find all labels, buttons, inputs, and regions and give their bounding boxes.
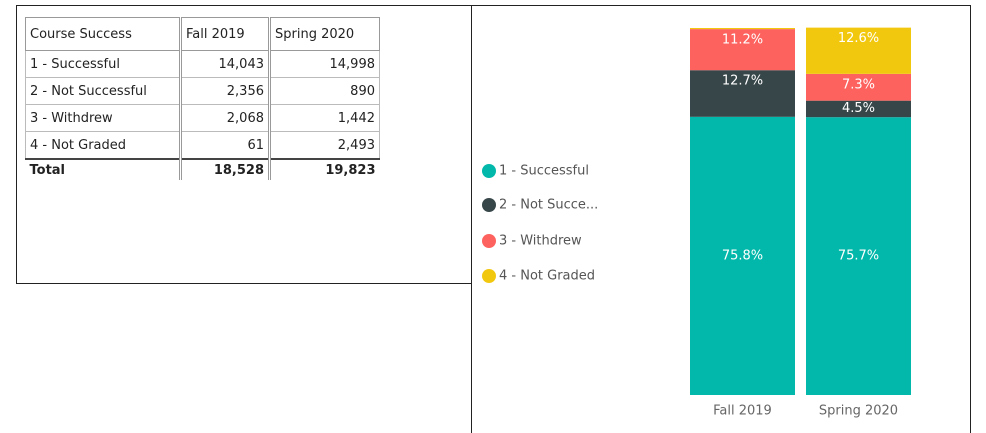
legend-label: 1 - Successful	[499, 164, 589, 179]
table-cell: Spring 2020	[268, 17, 380, 51]
table-cell: 4 - Not Graded	[25, 131, 181, 160]
data-label: 12.6%	[838, 31, 879, 46]
table-cell: 1,442	[268, 104, 380, 132]
table-row: 4 - Not Graded 61 2,493	[25, 131, 380, 160]
data-label: 75.8%	[722, 248, 763, 263]
data-label: 75.7%	[838, 249, 879, 264]
table-row: Total 18,528 19,823	[25, 158, 380, 180]
data-label: 11.2%	[722, 33, 763, 48]
table-cell: 19,823	[268, 158, 380, 180]
table-cell: 14,998	[268, 50, 380, 78]
bar-segment	[806, 27, 911, 74]
bar-segment	[690, 116, 795, 396]
legend-marker	[482, 198, 496, 212]
bar-segment	[806, 73, 911, 101]
table-row: 1 - Successful 14,043 14,998	[25, 50, 380, 78]
x-tick-label: Fall 2019	[713, 404, 772, 419]
table-cell: 3 - Withdrew	[25, 104, 181, 132]
data-label: 7.3%	[842, 77, 875, 92]
table-cell: Total	[25, 158, 181, 180]
table-cell: 1 - Successful	[25, 50, 181, 78]
legend-marker	[482, 234, 496, 248]
legend-marker	[482, 164, 496, 178]
table-cell: 2,068	[179, 104, 270, 132]
legend-marker	[482, 269, 496, 283]
data-table: Course Success Fall 2019 Spring 2020 1 - Su…	[25, 17, 380, 180]
table-row: 3 - Withdrew 2,068 1,442	[25, 104, 380, 132]
data-label: 12.7%	[722, 74, 763, 89]
legend-label: 2 - Not Succe...	[499, 198, 598, 213]
legend-label: 4 - Not Graded	[499, 269, 595, 284]
bar-segment	[806, 100, 911, 118]
table-cell: 2 - Not Successful	[25, 77, 181, 105]
table-row: Course Success Fall 2019 Spring 2020	[25, 17, 380, 51]
bar-segment	[806, 117, 911, 395]
bar-segment	[690, 70, 795, 117]
data-label: 4.5%	[842, 101, 875, 116]
table-cell: Fall 2019	[179, 17, 270, 51]
bar-segment	[690, 28, 795, 30]
table-cell: Course Success	[25, 17, 181, 51]
bar-segment	[690, 29, 795, 71]
x-tick-label: Spring 2020	[819, 404, 898, 419]
table-cell: 18,528	[179, 158, 270, 180]
table-cell: 14,043	[179, 50, 270, 78]
legend-label: 3 - Withdrew	[499, 234, 582, 249]
table-row: 2 - Not Successful 2,356 890	[25, 77, 380, 105]
